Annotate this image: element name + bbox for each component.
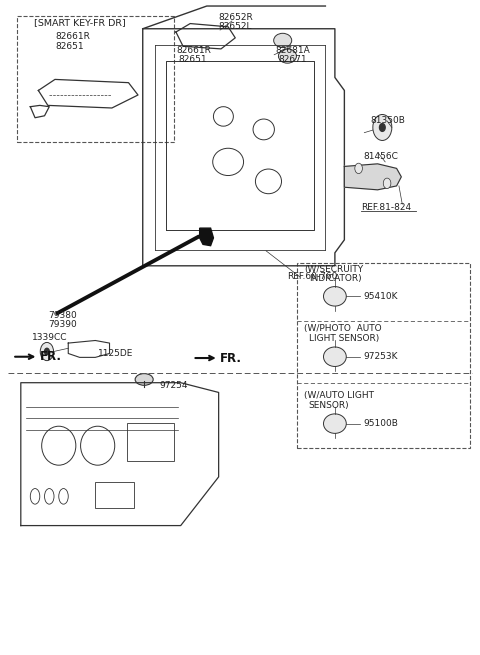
Circle shape: [380, 124, 385, 132]
Bar: [127, 423, 174, 460]
Text: INDICATOR): INDICATOR): [309, 274, 361, 284]
Text: (W/AUTO LIGHT: (W/AUTO LIGHT: [304, 391, 374, 400]
Circle shape: [355, 163, 362, 174]
Text: 95100B: 95100B: [363, 419, 398, 428]
Text: 97254: 97254: [159, 381, 188, 390]
Circle shape: [45, 348, 49, 355]
Text: 79380: 79380: [48, 311, 77, 320]
Ellipse shape: [324, 287, 346, 306]
Ellipse shape: [278, 49, 297, 63]
Text: 82652L: 82652L: [219, 22, 252, 31]
Ellipse shape: [324, 347, 346, 366]
Text: 82651: 82651: [179, 55, 207, 64]
Ellipse shape: [324, 414, 346, 434]
Text: 1339CC: 1339CC: [32, 333, 68, 343]
Text: 95410K: 95410K: [363, 292, 398, 301]
Text: 81456C: 81456C: [363, 152, 398, 161]
Text: LIGHT SENSOR): LIGHT SENSOR): [309, 334, 379, 343]
Text: REF.81-824: REF.81-824: [361, 203, 411, 212]
Circle shape: [373, 115, 392, 140]
Text: 97253K: 97253K: [363, 352, 398, 361]
Bar: [96, 482, 134, 508]
Text: 82661R: 82661R: [55, 32, 90, 41]
Text: REF.60-760: REF.60-760: [288, 272, 338, 282]
Text: SENSOR): SENSOR): [309, 401, 349, 410]
Ellipse shape: [274, 33, 292, 48]
Circle shape: [384, 178, 391, 189]
Text: 79390: 79390: [48, 320, 77, 329]
Text: FR.: FR.: [40, 350, 62, 364]
Text: 82681A: 82681A: [276, 46, 311, 54]
Text: (W/PHOTO  AUTO: (W/PHOTO AUTO: [304, 324, 382, 333]
Text: 82671: 82671: [278, 55, 307, 64]
Text: 82652R: 82652R: [219, 12, 253, 22]
Circle shape: [40, 343, 54, 361]
Ellipse shape: [135, 373, 153, 385]
Text: 82651: 82651: [55, 42, 84, 51]
Text: 81350B: 81350B: [371, 117, 405, 126]
Text: (W/SECRUITY: (W/SECRUITY: [304, 265, 363, 274]
Polygon shape: [200, 228, 214, 246]
Text: 1125DE: 1125DE: [97, 349, 133, 358]
Polygon shape: [344, 164, 401, 190]
Text: FR.: FR.: [220, 352, 242, 365]
Text: 82661R: 82661R: [176, 46, 211, 54]
Text: [SMART KEY-FR DR]: [SMART KEY-FR DR]: [34, 18, 125, 27]
